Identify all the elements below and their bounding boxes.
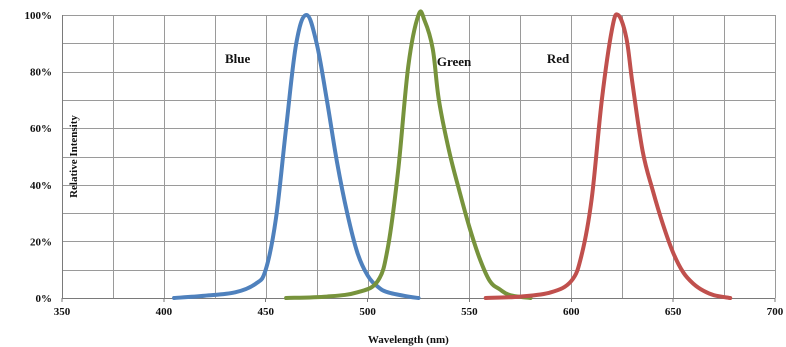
- series-line-red: [483, 12, 733, 300]
- y-tick-label: 60%: [30, 123, 52, 135]
- series-layer: [172, 9, 733, 300]
- x-tick-label: 600: [563, 306, 580, 318]
- x-tick-label: 450: [257, 306, 274, 318]
- y-tick-label: 0%: [36, 293, 53, 305]
- y-axis-title: Relative Intensity: [68, 115, 80, 198]
- x-tick-label: 400: [156, 306, 173, 318]
- x-tick-label: 650: [665, 306, 682, 318]
- y-tick-label: 100%: [25, 10, 53, 22]
- x-tick-label: 350: [54, 306, 71, 318]
- x-tick-label: 550: [461, 306, 478, 318]
- axes-layer: 350 400 450 500 550 600 650 700 0% 20% 40% 60% 80% 10…: [25, 10, 784, 318]
- series-line-green: [284, 9, 533, 300]
- y-tick-label: 40%: [30, 180, 52, 192]
- series-label-green: Green: [437, 54, 472, 69]
- y-tick-label: 80%: [30, 67, 52, 79]
- series-label-blue: Blue: [225, 51, 251, 66]
- x-tick-label: 500: [359, 306, 376, 318]
- x-axis-title: Wavelength (nm): [368, 334, 449, 346]
- y-tick-label: 20%: [30, 236, 52, 248]
- labels-layer: Blue Green Red Wavelength (nm) Relative …: [68, 51, 570, 346]
- series-label-red: Red: [547, 51, 570, 66]
- x-tick-label: 700: [767, 306, 784, 318]
- series-line-blue: [172, 13, 421, 300]
- grid-layer: [62, 15, 776, 299]
